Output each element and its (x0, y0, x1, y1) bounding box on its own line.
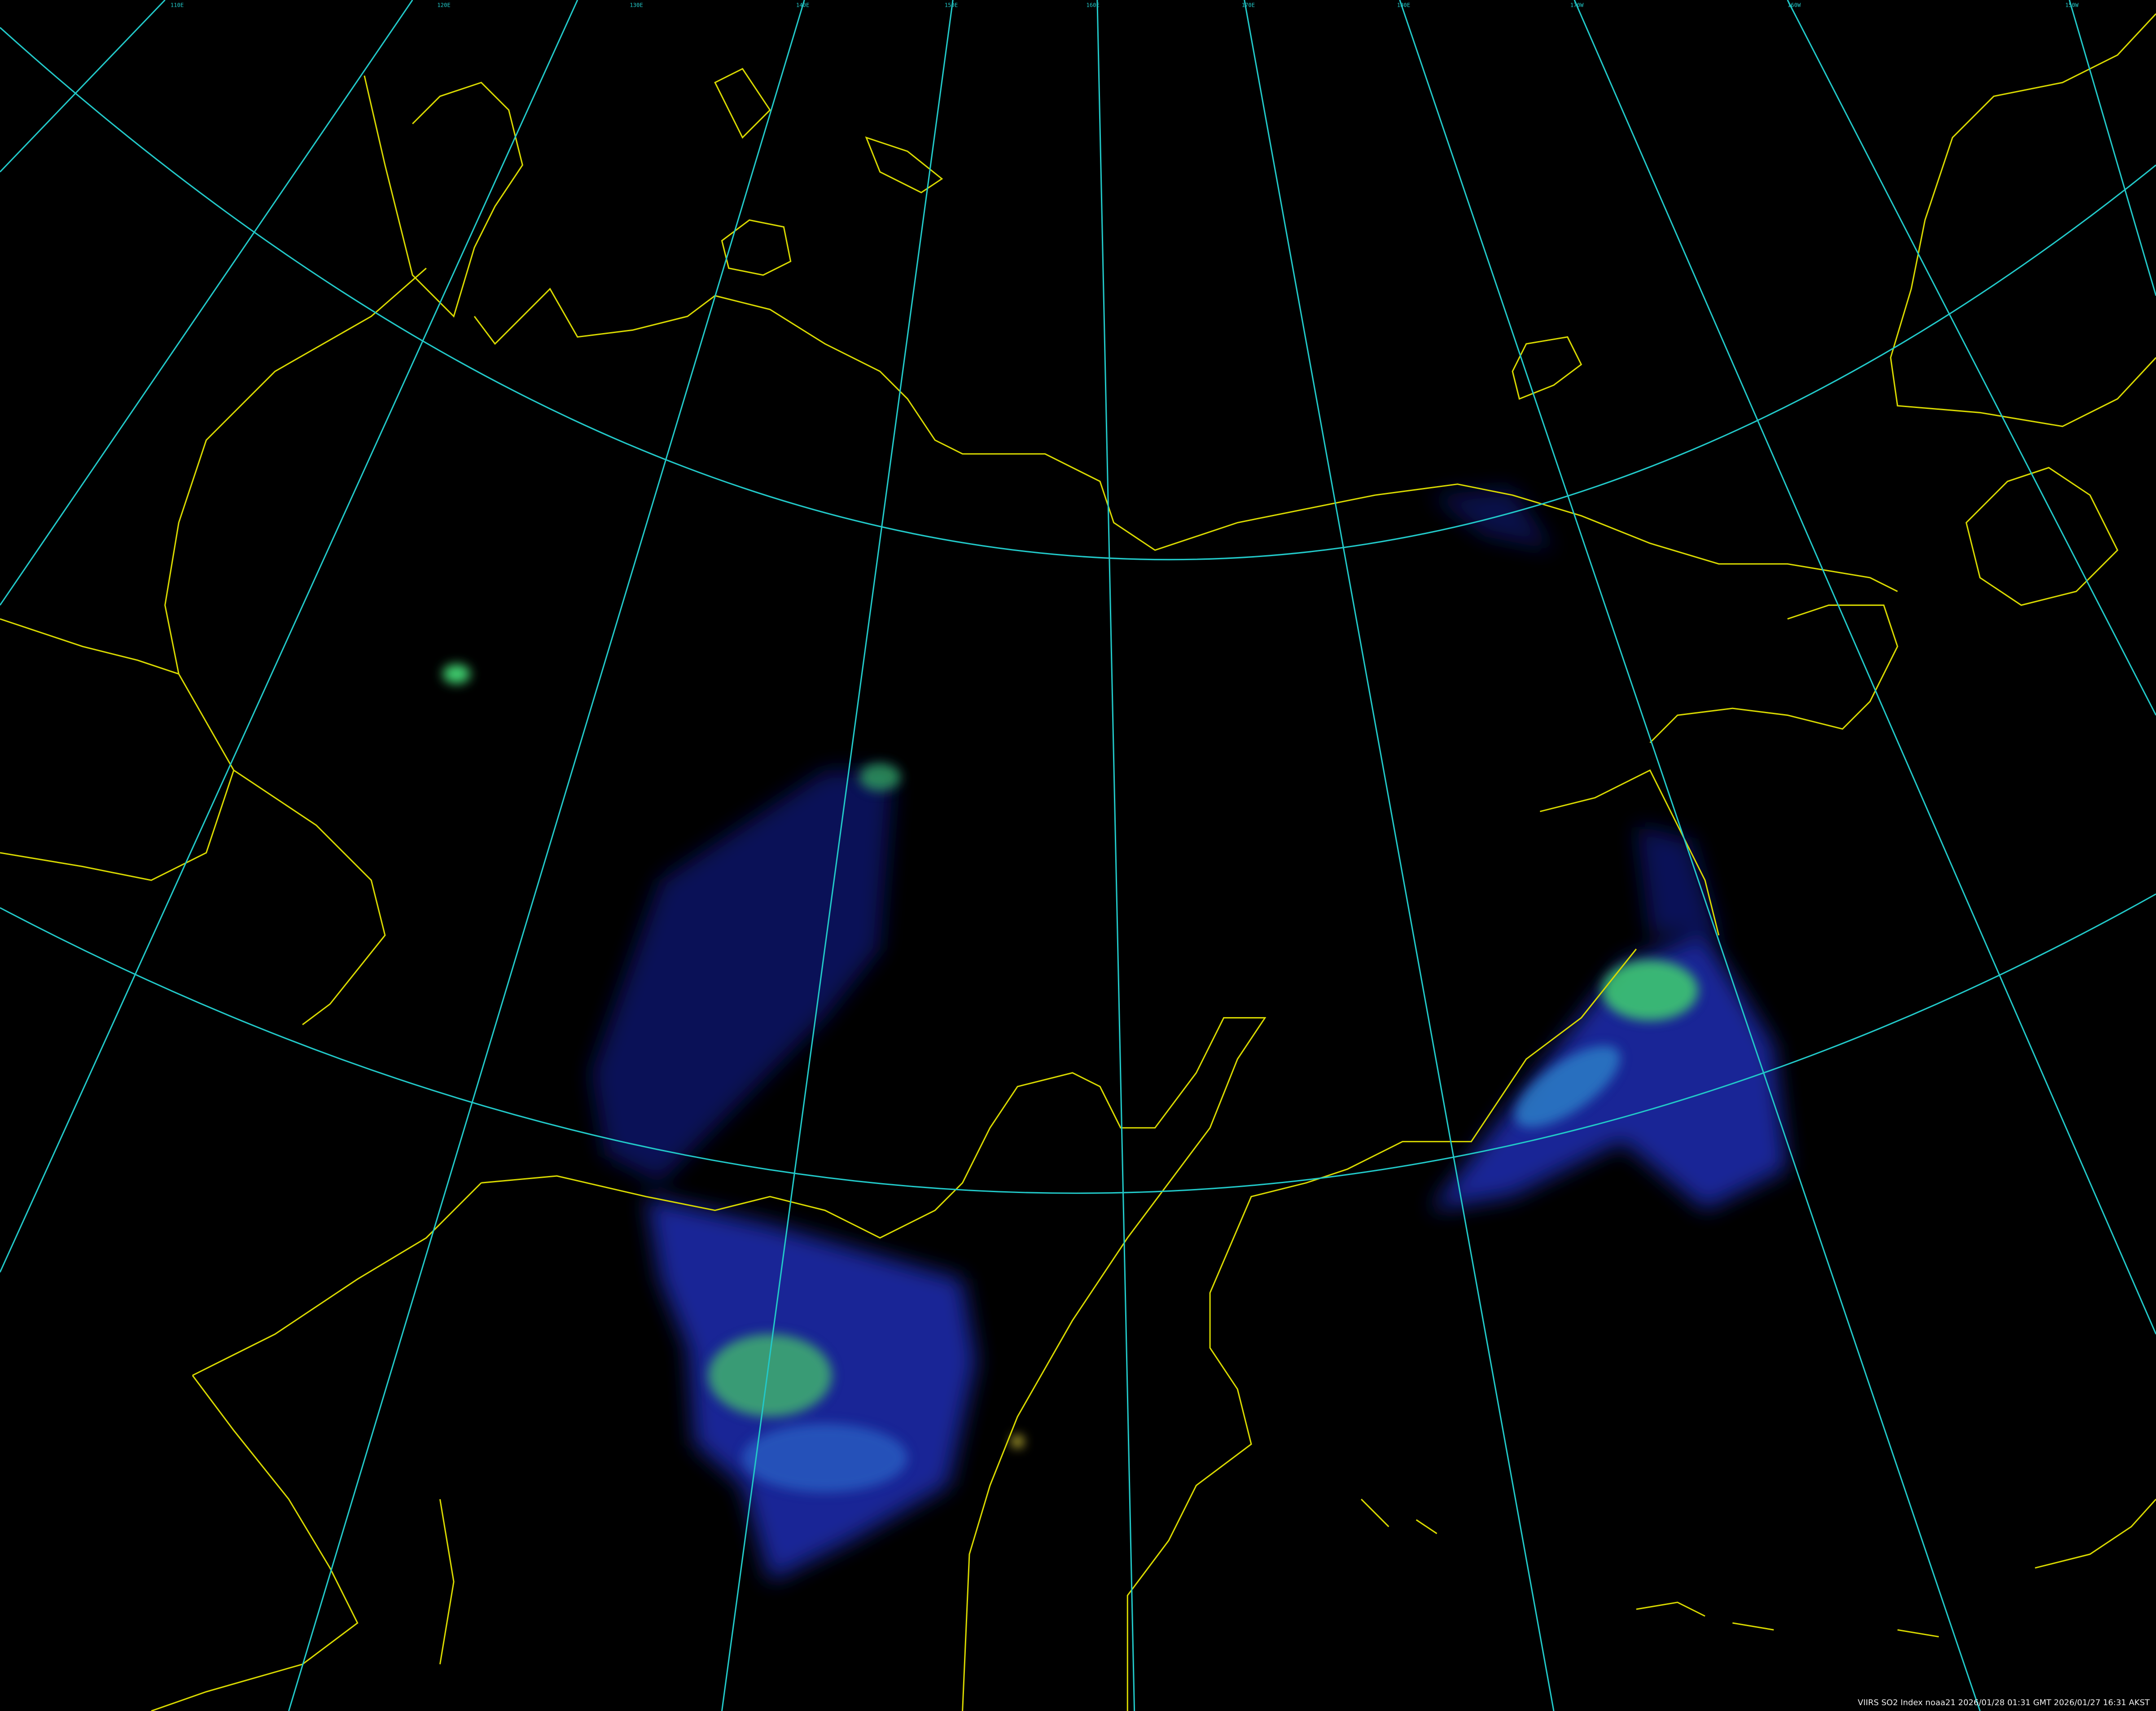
meridian-line (1096, 0, 1135, 1711)
coastline-river-west (0, 268, 427, 1026)
meridian-line (0, 0, 578, 1273)
coastlines (0, 13, 2156, 1711)
graticule-label: 150E (945, 2, 958, 8)
meridian-line (1399, 0, 1981, 1711)
so2-spot-west (443, 664, 470, 684)
meridian-line (288, 0, 805, 1711)
coastline-okhotsk (481, 1017, 1266, 1711)
graticule-label: 120E (437, 2, 451, 8)
coastline-siberia-north (364, 75, 1898, 592)
so2-spot-central (859, 763, 901, 791)
graticule-label: 180E (1397, 2, 1411, 8)
coastline-kamchatka (1126, 948, 1637, 1711)
graticule-label: 110E (171, 2, 184, 8)
meridian-line (1787, 0, 2156, 716)
so2-streaks-central (591, 770, 894, 1183)
so2-volcano-hotspot (1012, 1436, 1023, 1447)
so2-kamchatka-patch (1636, 825, 1719, 935)
meridian-line (1244, 0, 1555, 1711)
meridian-line (721, 0, 954, 1711)
island-new-siberian (714, 68, 943, 276)
aleutian-islands (1361, 1499, 2156, 1638)
coastline-alaska (1890, 13, 2156, 606)
coastline-chukotka (1540, 604, 1898, 936)
graticule-labels: 110E 120E 130E 140E 150E 160E 170E 180E … (171, 2, 2079, 8)
so2-mid-east (1515, 1045, 1620, 1128)
meridian-line (0, 0, 413, 606)
so2-high-south (708, 1334, 832, 1417)
graticule-label: 150W (2065, 2, 2079, 8)
so2-high-east (1602, 960, 1698, 1021)
meridian-line (2068, 0, 2156, 296)
graticule-label: 160E (1086, 2, 1100, 8)
graticule-label: 170E (1242, 2, 1255, 8)
image-caption: VIIRS SO2 Index noaa21 2026/01/28 01:31 … (1858, 1698, 2150, 1707)
so2-imagery (443, 488, 1788, 1582)
meridian-line (0, 0, 166, 173)
graticule-label: 130E (630, 2, 643, 8)
so2-mid-south (742, 1423, 908, 1492)
parallel-arc (0, 893, 2156, 1194)
so2-north-patch (1430, 488, 1554, 550)
parallel-arc (0, 27, 2156, 561)
graticule-label: 160W (1788, 2, 1801, 8)
graticule-label: 170W (1570, 2, 1584, 8)
graticule-label: 140E (796, 2, 810, 8)
meridian-line (1573, 0, 2156, 1334)
island-wrangel (1512, 336, 1582, 400)
coastline-sakhalin-korea (151, 1182, 482, 1711)
